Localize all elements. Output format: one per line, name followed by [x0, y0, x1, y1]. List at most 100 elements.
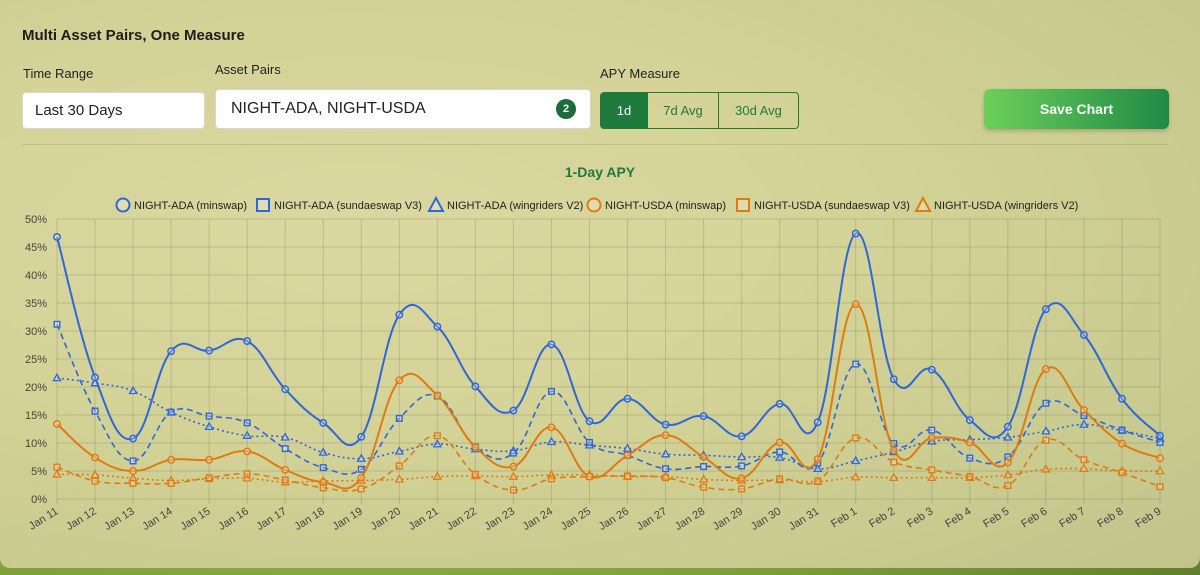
data-point	[471, 470, 479, 478]
data-point	[167, 347, 176, 356]
data-point	[1041, 464, 1051, 473]
data-point	[129, 467, 138, 475]
data-point	[890, 458, 898, 466]
x-tick-label: Jan 14	[140, 505, 174, 533]
data-point	[738, 485, 746, 493]
x-tick-label: Feb 8	[1095, 505, 1125, 530]
data-point	[661, 431, 670, 440]
data-point	[813, 455, 822, 464]
time-range-select[interactable]: Last 30 Days	[22, 92, 205, 129]
y-tick-label: 45%	[25, 242, 47, 254]
data-point	[167, 455, 176, 464]
data-point	[1118, 426, 1126, 434]
data-point	[471, 382, 480, 391]
data-point	[775, 438, 784, 447]
data-point	[1079, 463, 1089, 473]
data-point	[1041, 426, 1051, 435]
data-point	[661, 420, 670, 429]
data-point	[1156, 438, 1164, 446]
data-point	[280, 432, 290, 441]
series-line	[56, 232, 1161, 446]
asset-pairs-select[interactable]: NIGHT-ADA, NIGHT-USDA 2	[215, 89, 591, 129]
data-point	[318, 447, 328, 456]
apy-option-30d-avg[interactable]: 30d Avg	[735, 103, 782, 118]
data-point	[357, 465, 365, 473]
data-point	[242, 473, 252, 482]
time-range-value: Last 30 Days	[35, 102, 123, 119]
data-point	[242, 430, 252, 439]
data-point	[547, 475, 555, 483]
data-point	[395, 462, 403, 470]
data-point	[737, 474, 746, 483]
data-point	[547, 340, 556, 349]
data-point	[509, 486, 517, 494]
data-point	[966, 473, 974, 481]
data-point	[204, 421, 214, 431]
data-point	[1156, 483, 1164, 491]
data-point	[1042, 436, 1050, 444]
data-point	[736, 451, 747, 461]
data-point	[851, 455, 861, 465]
data-point	[433, 391, 442, 400]
y-tick-label: 20%	[25, 382, 47, 394]
data-point	[433, 432, 441, 440]
data-point	[167, 408, 175, 416]
legend-label: NIGHT-ADA (wingriders V2)	[447, 200, 583, 212]
x-tick-label: Jan 25	[559, 505, 593, 533]
data-point	[1003, 422, 1012, 431]
data-point	[966, 454, 974, 462]
data-point	[965, 416, 974, 424]
apy-option-7d-avg[interactable]: 7d Avg	[648, 93, 719, 128]
data-point	[547, 387, 555, 395]
save-chart-button[interactable]: Save Chart	[984, 89, 1169, 129]
data-point	[319, 478, 328, 487]
data-point	[471, 442, 480, 451]
data-point	[927, 365, 936, 374]
data-point	[812, 463, 823, 473]
data-point	[738, 462, 746, 470]
series-line	[56, 323, 1161, 476]
data-point	[1042, 399, 1050, 407]
data-point	[129, 457, 137, 465]
data-point	[585, 417, 594, 426]
data-point	[1004, 482, 1012, 490]
page-title: Multi Asset Pairs, One Measure	[22, 27, 245, 44]
legend-label: NIGHT-USDA (sundaeswap V3)	[754, 200, 910, 212]
x-tick-label: Jan 18	[292, 505, 326, 533]
data-point	[129, 434, 138, 443]
apy-line-chart: 1-Day APY 0% 5% 10% 15% 20% 25% 30% 35% 40% 45% 50%…	[25, 164, 1165, 533]
apy-option-1d[interactable]: 1d	[601, 93, 648, 128]
data-point	[395, 310, 404, 319]
data-point	[394, 474, 405, 483]
data-point	[281, 476, 289, 484]
data-point	[1118, 394, 1126, 403]
x-tick-label: Jan 24	[521, 505, 555, 533]
y-tick-label: 40%	[25, 270, 47, 282]
x-tick-label: Jan 26	[597, 505, 631, 533]
legend-marker	[914, 195, 932, 212]
x-tick-label: Jan 13	[102, 505, 136, 533]
data-point	[624, 472, 632, 480]
x-tick-label: Jan 19	[330, 505, 364, 533]
data-point	[53, 232, 61, 241]
data-point	[509, 462, 518, 471]
data-point	[698, 474, 709, 483]
series-line	[56, 303, 1161, 490]
data-point	[243, 337, 252, 346]
data-point	[1080, 456, 1088, 464]
chart-title: 1-Day APY	[565, 164, 636, 180]
data-point	[52, 372, 62, 382]
data-point	[623, 451, 632, 460]
data-point	[852, 360, 860, 368]
x-tick-label: Jan 12	[64, 505, 98, 533]
data-point	[585, 438, 593, 446]
x-tick-label: Jan 30	[749, 505, 783, 533]
data-point	[1079, 406, 1088, 414]
x-tick-label: Jan 17	[254, 505, 288, 533]
data-point	[814, 477, 822, 485]
data-point	[927, 472, 937, 481]
x-tick-label: Jan 15	[178, 505, 212, 533]
data-point	[357, 485, 365, 493]
x-tick-label: Jan 23	[483, 505, 517, 533]
legend-marker	[427, 195, 445, 212]
